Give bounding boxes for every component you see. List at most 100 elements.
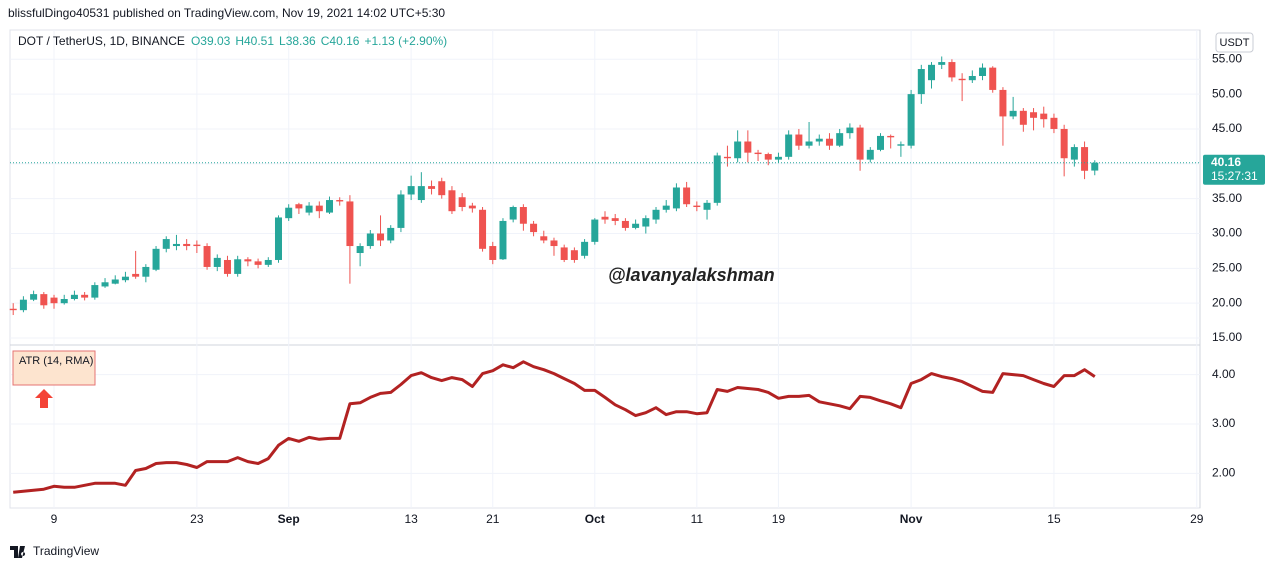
candle-body bbox=[1019, 110, 1027, 125]
candle-body bbox=[866, 149, 874, 160]
candle-body bbox=[917, 69, 925, 95]
legend-symbol: DOT / TetherUS, 1D, BINANCE bbox=[18, 34, 185, 48]
x-tick-label: 19 bbox=[772, 512, 786, 526]
candle-body bbox=[40, 294, 48, 306]
candle-body bbox=[346, 201, 354, 247]
candle-body bbox=[489, 246, 497, 260]
candle-body bbox=[377, 233, 385, 241]
y-tick-label: 20.00 bbox=[1212, 295, 1242, 309]
y-tick-label: 30.00 bbox=[1212, 226, 1242, 240]
y2-tick-label: 2.00 bbox=[1212, 466, 1236, 480]
candle-body bbox=[713, 155, 721, 203]
candle-body bbox=[723, 156, 731, 159]
candle-body bbox=[254, 261, 262, 265]
atr-line bbox=[13, 360, 1096, 494]
candle-body bbox=[856, 127, 864, 160]
candle-body bbox=[774, 156, 782, 160]
marks bbox=[9, 56, 1200, 494]
candle-body bbox=[172, 243, 180, 247]
candle-body bbox=[326, 200, 334, 213]
legend-ohlc: O39.03 bbox=[191, 34, 231, 48]
candle-body bbox=[1040, 113, 1048, 120]
candle-body bbox=[315, 205, 323, 212]
candle-body bbox=[387, 227, 395, 241]
candle-body bbox=[479, 209, 487, 249]
indicator-label-box bbox=[12, 350, 96, 386]
candle-body bbox=[121, 276, 129, 281]
candle-body bbox=[703, 202, 711, 210]
candle-body bbox=[244, 259, 252, 262]
last-price-label: 40.16 bbox=[1211, 155, 1241, 169]
candle-body bbox=[836, 133, 844, 146]
candle-body bbox=[1091, 162, 1099, 171]
legend-ohlc: +1.13 (+2.90%) bbox=[364, 34, 447, 48]
legend-ohlc: C40.16 bbox=[321, 34, 360, 48]
candle-body bbox=[999, 89, 1007, 117]
candle-body bbox=[1050, 117, 1058, 129]
candle-body bbox=[560, 247, 568, 260]
x-tick-label: 21 bbox=[486, 512, 500, 526]
candle-body bbox=[285, 207, 293, 219]
legend: DOT / TetherUS, 1D, BINANCE O39.03 H40.51 L… bbox=[18, 34, 447, 48]
last-price-badge bbox=[1203, 154, 1265, 185]
candle-body bbox=[693, 205, 701, 208]
watermark: @lavanyalakshman bbox=[608, 265, 775, 285]
candle-body bbox=[91, 285, 99, 298]
candle-body bbox=[1009, 110, 1017, 117]
candle-body bbox=[938, 62, 946, 65]
candle-body bbox=[213, 257, 221, 267]
candle-body bbox=[785, 134, 793, 157]
candle-body bbox=[897, 144, 905, 146]
x-tick-label: 13 bbox=[404, 512, 418, 526]
candle-body bbox=[162, 239, 170, 249]
currency-button[interactable] bbox=[1215, 32, 1254, 53]
candle-body bbox=[550, 240, 558, 247]
candle-body bbox=[744, 141, 752, 153]
x-tick-label: 9 bbox=[51, 512, 58, 526]
candle-body bbox=[274, 217, 282, 260]
candle-body bbox=[132, 273, 140, 277]
candle-body bbox=[1060, 128, 1068, 159]
candle-body bbox=[968, 75, 976, 81]
candle-body bbox=[601, 216, 609, 220]
currency-label[interactable]: USDT bbox=[1220, 37, 1250, 49]
candle-body bbox=[1081, 147, 1089, 171]
candle-body bbox=[183, 243, 191, 247]
candle-body bbox=[734, 141, 742, 159]
candle-body bbox=[958, 78, 966, 81]
candle-body bbox=[662, 205, 670, 210]
candle-body bbox=[448, 190, 456, 212]
publish-header: blissfulDingo40531 published on TradingV… bbox=[8, 6, 445, 20]
candle-body bbox=[642, 218, 650, 227]
candle-body bbox=[234, 259, 242, 274]
candle-body bbox=[825, 138, 833, 146]
candle-body bbox=[805, 141, 813, 146]
candle-body bbox=[907, 94, 915, 146]
candle-body bbox=[754, 152, 762, 155]
x-tick-label: 29 bbox=[1190, 512, 1204, 526]
candle-body bbox=[581, 241, 589, 256]
y-tick-label: 50.00 bbox=[1212, 86, 1242, 100]
y-tick-label: 25.00 bbox=[1212, 261, 1242, 275]
candle-body bbox=[70, 294, 78, 300]
candle-body bbox=[672, 187, 680, 209]
candle-body bbox=[887, 135, 895, 138]
tradingview-logo bbox=[10, 546, 26, 558]
candle-body bbox=[152, 248, 160, 270]
arrow-annotation bbox=[35, 389, 53, 408]
candle-body bbox=[611, 218, 619, 221]
candle-body bbox=[60, 299, 68, 304]
y2-tick-label: 3.00 bbox=[1212, 416, 1236, 430]
candle-body bbox=[499, 220, 507, 260]
x-tick-label: Nov bbox=[900, 512, 923, 526]
candle-body bbox=[979, 67, 987, 76]
countdown-label: 15:27:31 bbox=[1211, 169, 1258, 183]
candle-body bbox=[989, 67, 997, 90]
x-tick-label: 15 bbox=[1047, 512, 1061, 526]
candle-body bbox=[193, 244, 201, 247]
candle-body bbox=[366, 233, 374, 247]
candle-body bbox=[407, 186, 415, 195]
candle-body bbox=[632, 223, 640, 228]
legend-ohlc: L38.36 bbox=[279, 34, 316, 48]
